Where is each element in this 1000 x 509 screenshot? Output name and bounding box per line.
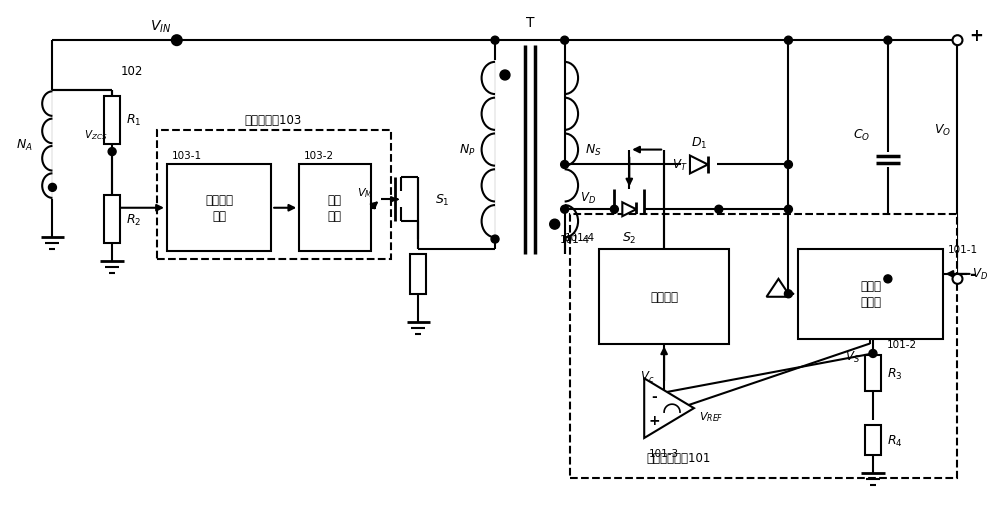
- Circle shape: [884, 37, 892, 45]
- Bar: [299, 165, 371, 251]
- Circle shape: [172, 36, 182, 46]
- Polygon shape: [690, 156, 708, 174]
- Bar: [157, 130, 391, 260]
- Text: 102: 102: [121, 64, 143, 77]
- Circle shape: [491, 37, 499, 45]
- Text: $N_S$: $N_S$: [585, 143, 601, 158]
- Text: T: T: [526, 16, 534, 30]
- Text: $R_1$: $R_1$: [126, 113, 141, 128]
- Circle shape: [491, 236, 499, 244]
- Circle shape: [48, 184, 56, 192]
- Text: $V_T$: $V_T$: [672, 158, 688, 173]
- Text: 103-1: 103-1: [172, 150, 202, 160]
- Circle shape: [561, 206, 569, 214]
- Text: 101-4: 101-4: [564, 233, 594, 243]
- Text: +: +: [648, 413, 660, 427]
- Circle shape: [561, 37, 569, 45]
- Text: 103-2: 103-2: [304, 150, 334, 160]
- Bar: [599, 249, 729, 344]
- Circle shape: [953, 36, 962, 46]
- Text: 101-3: 101-3: [649, 448, 679, 458]
- Text: $V_{IN}$: $V_{IN}$: [150, 19, 172, 36]
- Bar: [865, 356, 881, 391]
- Text: $C_O$: $C_O$: [853, 128, 870, 143]
- Polygon shape: [622, 203, 636, 217]
- Text: $V_D$: $V_D$: [580, 190, 596, 206]
- Text: $D_1$: $D_1$: [691, 136, 707, 151]
- Text: 解码: 解码: [212, 210, 226, 223]
- Text: 驱动: 驱动: [328, 194, 342, 207]
- Text: $R_2$: $R_2$: [126, 212, 141, 228]
- Text: $N_P$: $N_P$: [459, 143, 475, 158]
- Circle shape: [610, 206, 618, 214]
- Text: 101-2: 101-2: [887, 339, 917, 349]
- Text: $V_S$: $V_S$: [845, 349, 860, 364]
- Circle shape: [869, 350, 877, 358]
- Circle shape: [884, 275, 892, 284]
- Circle shape: [784, 161, 792, 169]
- Circle shape: [550, 220, 560, 230]
- Text: $V_O$: $V_O$: [934, 123, 951, 138]
- Text: 101-4: 101-4: [559, 235, 590, 245]
- Text: $R_3$: $R_3$: [887, 366, 902, 381]
- Text: $S_1$: $S_1$: [435, 192, 450, 208]
- Bar: [167, 165, 271, 251]
- Text: 原边控制器103: 原边控制器103: [245, 114, 302, 127]
- Bar: [798, 249, 943, 339]
- Text: $V_M$: $V_M$: [357, 186, 373, 200]
- Text: 持电路: 持电路: [860, 296, 881, 308]
- Text: $V_c$: $V_c$: [640, 369, 654, 384]
- Text: $V_D$: $V_D$: [972, 267, 988, 282]
- Circle shape: [784, 37, 792, 45]
- Circle shape: [715, 206, 723, 214]
- Circle shape: [173, 37, 181, 45]
- Circle shape: [500, 71, 510, 81]
- Text: 电路: 电路: [328, 210, 342, 223]
- Text: 101-1: 101-1: [948, 244, 978, 254]
- Text: 采样保: 采样保: [860, 280, 881, 293]
- Bar: [410, 254, 426, 294]
- Text: $R_4$: $R_4$: [887, 433, 903, 447]
- Bar: [570, 215, 957, 478]
- Circle shape: [108, 148, 116, 156]
- Text: 电压反馈电路101: 电压反馈电路101: [647, 451, 711, 465]
- Circle shape: [784, 290, 792, 298]
- Text: 控制电路: 控制电路: [650, 290, 678, 303]
- Text: $V_{ZCS}$: $V_{ZCS}$: [84, 128, 107, 142]
- Text: $V_{REF}$: $V_{REF}$: [699, 409, 723, 423]
- Text: $N_A$: $N_A$: [16, 138, 33, 153]
- Circle shape: [561, 161, 569, 169]
- Polygon shape: [644, 379, 694, 438]
- Text: -: -: [969, 265, 976, 284]
- Bar: [104, 196, 120, 244]
- Text: $S_2$: $S_2$: [622, 230, 637, 245]
- Text: -: -: [651, 389, 657, 404]
- Circle shape: [784, 206, 792, 214]
- Bar: [865, 425, 881, 455]
- Circle shape: [953, 274, 962, 285]
- Bar: [104, 97, 120, 145]
- Text: 脉冲检测: 脉冲检测: [205, 194, 233, 207]
- Text: +: +: [969, 27, 983, 45]
- Polygon shape: [767, 279, 790, 297]
